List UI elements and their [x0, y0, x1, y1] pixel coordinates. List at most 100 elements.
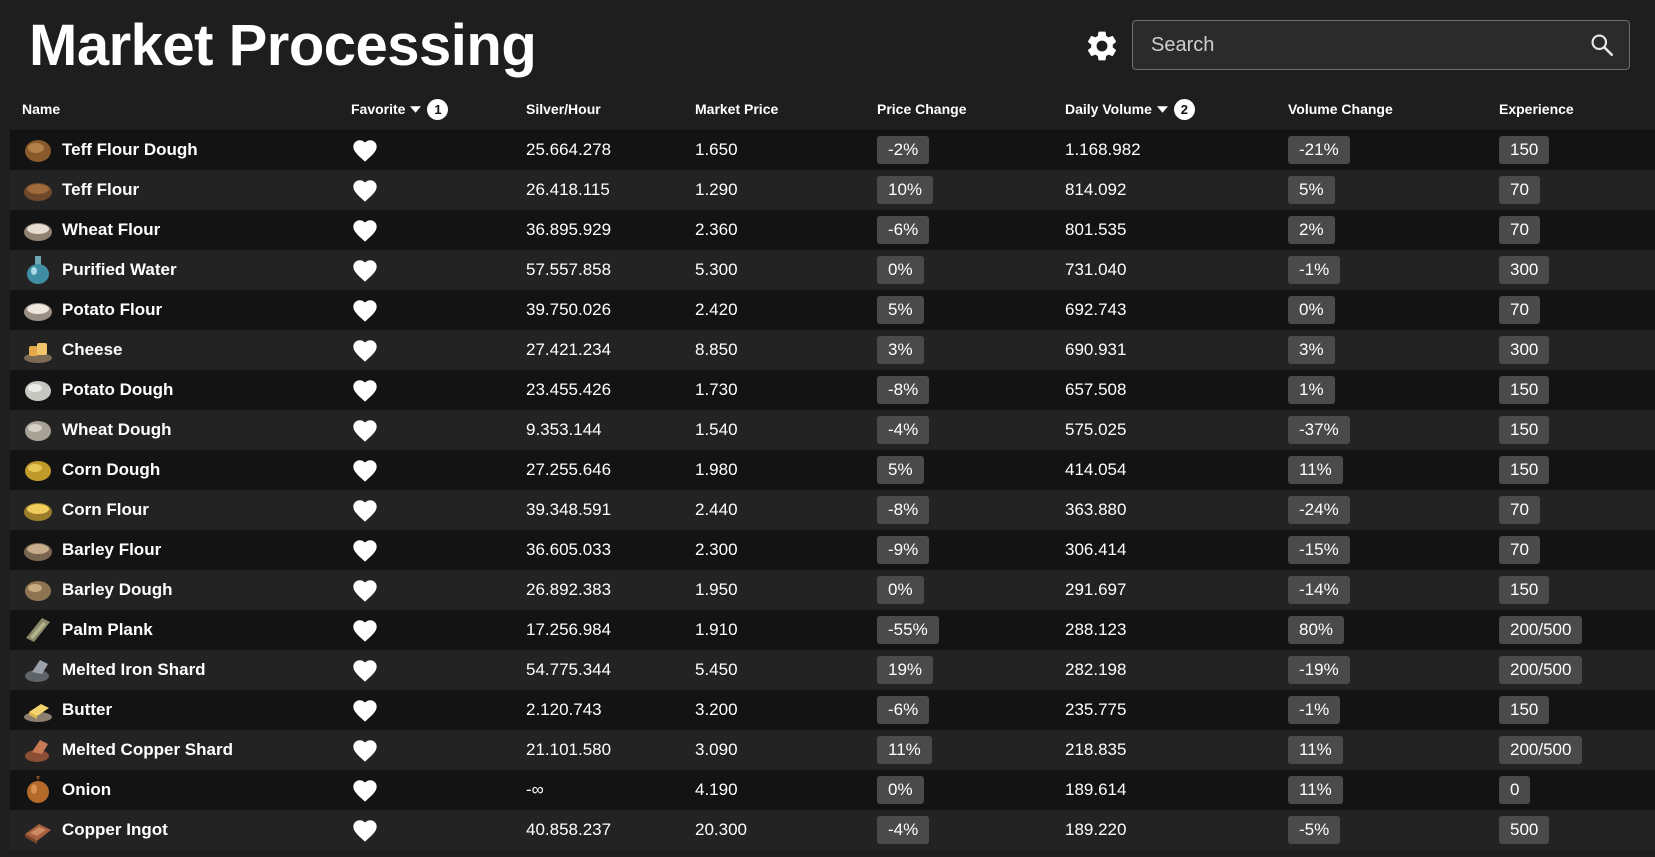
table-row[interactable]: Copper Ingot 40.858.237 20.300 -4% 189.2…	[10, 810, 1655, 850]
silver-hour-cell: 39.750.026	[526, 300, 612, 319]
table-row[interactable]: Melted Iron Shard 54.775.344 5.450 19% 2…	[10, 650, 1655, 690]
table-row[interactable]: Palm Plank 17.256.984 1.910 -55% 288.123…	[10, 610, 1655, 650]
table-row[interactable]: Barley Dough 26.892.383 1.950 0% 291.697…	[10, 570, 1655, 610]
search-icon[interactable]	[1589, 32, 1615, 58]
item-name-cell: Potato Flour	[22, 290, 162, 330]
favorite-cell	[351, 290, 379, 330]
heart-icon[interactable]	[351, 777, 379, 803]
wheat-flour-icon	[24, 223, 52, 241]
item-name-cell: Wheat Flour	[22, 210, 160, 250]
silver-hour-cell: 40.858.237	[526, 820, 612, 839]
gear-icon[interactable]	[1084, 28, 1120, 64]
experience-chip: 70	[1499, 216, 1540, 244]
table-row[interactable]: Corn Flour 39.348.591 2.440 -8% 363.880 …	[10, 490, 1655, 530]
silver-hour-cell: -∞	[526, 780, 544, 799]
column-header-volume-change[interactable]: Volume Change	[1288, 88, 1393, 130]
volume-change-chip: 2%	[1288, 216, 1335, 244]
price-change-cell: 11%	[877, 730, 932, 770]
experience-cell: 70	[1499, 210, 1540, 250]
heart-icon[interactable]	[351, 217, 379, 243]
column-header-price-change[interactable]: Price Change	[877, 88, 966, 130]
item-name: Corn Dough	[62, 460, 161, 479]
heart-icon[interactable]	[351, 697, 379, 723]
column-header-market-price[interactable]: Market Price	[695, 88, 778, 130]
heart-icon[interactable]	[351, 817, 379, 843]
column-header-favorite[interactable]: Favorite 1	[351, 88, 449, 130]
price-change-chip: -6%	[877, 696, 930, 724]
potato-flour-icon	[24, 303, 52, 321]
heart-icon[interactable]	[351, 297, 379, 323]
table-row[interactable]: Wheat Flour 36.895.929 2.360 -6% 801.535…	[10, 210, 1655, 250]
price-change-chip: -4%	[877, 416, 930, 444]
heart-icon[interactable]	[351, 457, 379, 483]
table-row[interactable]: Wheat Dough 9.353.144 1.540 -4% 575.025 …	[10, 410, 1655, 450]
heart-icon[interactable]	[351, 657, 379, 683]
item-name-cell: Melted Copper Shard	[22, 730, 233, 770]
experience-cell: 500	[1499, 810, 1550, 850]
table-row[interactable]: Onion -∞ 4.190 0% 189.614 11% 0	[10, 770, 1655, 810]
table-row[interactable]: Potato Flour 39.750.026 2.420 5% 692.743…	[10, 290, 1655, 330]
onion-icon	[27, 776, 49, 803]
market-price-cell: 3.200	[695, 700, 738, 719]
heart-icon[interactable]	[351, 257, 379, 283]
table-row[interactable]: Potato Dough 23.455.426 1.730 -8% 657.50…	[10, 370, 1655, 410]
heart-icon[interactable]	[351, 177, 379, 203]
market-price-cell: 8.850	[695, 340, 738, 359]
item-name: Onion	[62, 780, 112, 799]
volume-change-cell: -19%	[1288, 650, 1350, 690]
price-change-cell: -9%	[877, 530, 930, 570]
market-price-cell: 5.450	[695, 660, 738, 679]
table-row[interactable]: Cheese 27.421.234 8.850 3% 690.931 3% 30…	[10, 330, 1655, 370]
heart-icon[interactable]	[351, 417, 379, 443]
experience-chip: 150	[1499, 136, 1550, 164]
item-name-cell: Teff Flour Dough	[22, 130, 198, 170]
sort-order-badge: 1	[427, 98, 449, 120]
table-row[interactable]: Melted Copper Shard 21.101.580 3.090 11%…	[10, 730, 1655, 770]
column-header-experience[interactable]: Experience	[1499, 88, 1574, 130]
sort-order-badge: 2	[1173, 98, 1195, 120]
volume-change-chip: -37%	[1288, 416, 1350, 444]
column-header-name[interactable]: Name	[22, 88, 60, 130]
column-header-daily-volume-label: Daily Volume	[1065, 101, 1152, 117]
daily-volume-cell: 282.198	[1065, 660, 1127, 679]
sort-down-icon	[410, 105, 422, 113]
volume-change-chip: -19%	[1288, 656, 1350, 684]
price-change-cell: 10%	[877, 170, 934, 210]
item-name-cell: Butter	[22, 690, 112, 730]
table-row[interactable]: Purified Water 57.557.858 5.300 0% 731.0…	[10, 250, 1655, 290]
column-header-daily-volume[interactable]: Daily Volume 2	[1065, 88, 1195, 130]
volume-change-cell: -24%	[1288, 490, 1350, 530]
experience-chip: 300	[1499, 256, 1550, 284]
heart-icon[interactable]	[351, 537, 379, 563]
silver-hour-cell: 27.255.646	[526, 460, 612, 479]
column-header-silver-hour[interactable]: Silver/Hour	[526, 88, 601, 130]
heart-icon[interactable]	[351, 737, 379, 763]
experience-chip: 150	[1499, 416, 1550, 444]
favorite-cell	[351, 250, 379, 290]
table-row[interactable]: Teff Flour 26.418.115 1.290 10% 814.092 …	[10, 170, 1655, 210]
heart-icon[interactable]	[351, 577, 379, 603]
heart-icon[interactable]	[351, 377, 379, 403]
table-row[interactable]: Barley Flour 36.605.033 2.300 -9% 306.41…	[10, 530, 1655, 570]
table-row[interactable]: Teff Flour Dough 25.664.278 1.650 -2% 1.…	[10, 130, 1655, 170]
silver-hour-cell: 23.455.426	[526, 380, 612, 399]
silver-hour-cell: 36.605.033	[526, 540, 612, 559]
potato-dough-icon	[25, 381, 51, 401]
favorite-cell	[351, 170, 379, 210]
heart-icon[interactable]	[351, 617, 379, 643]
search-input[interactable]	[1133, 21, 1573, 69]
volume-change-cell: 11%	[1288, 770, 1343, 810]
heart-icon[interactable]	[351, 337, 379, 363]
experience-cell: 300	[1499, 250, 1550, 290]
daily-volume-cell: 692.743	[1065, 300, 1127, 319]
volume-change-chip: 1%	[1288, 376, 1335, 404]
heart-icon[interactable]	[351, 137, 379, 163]
table-row[interactable]: Butter 2.120.743 3.200 -6% 235.775 -1% 1…	[10, 690, 1655, 730]
cheese-icon	[24, 343, 52, 363]
table-row[interactable]: Corn Dough 27.255.646 1.980 5% 414.054 1…	[10, 450, 1655, 490]
daily-volume-cell: 235.775	[1065, 700, 1127, 719]
experience-chip: 70	[1499, 176, 1540, 204]
heart-icon[interactable]	[351, 497, 379, 523]
experience-chip: 70	[1499, 496, 1540, 524]
table-body: Teff Flour Dough 25.664.278 1.650 -2% 1.…	[10, 130, 1655, 850]
